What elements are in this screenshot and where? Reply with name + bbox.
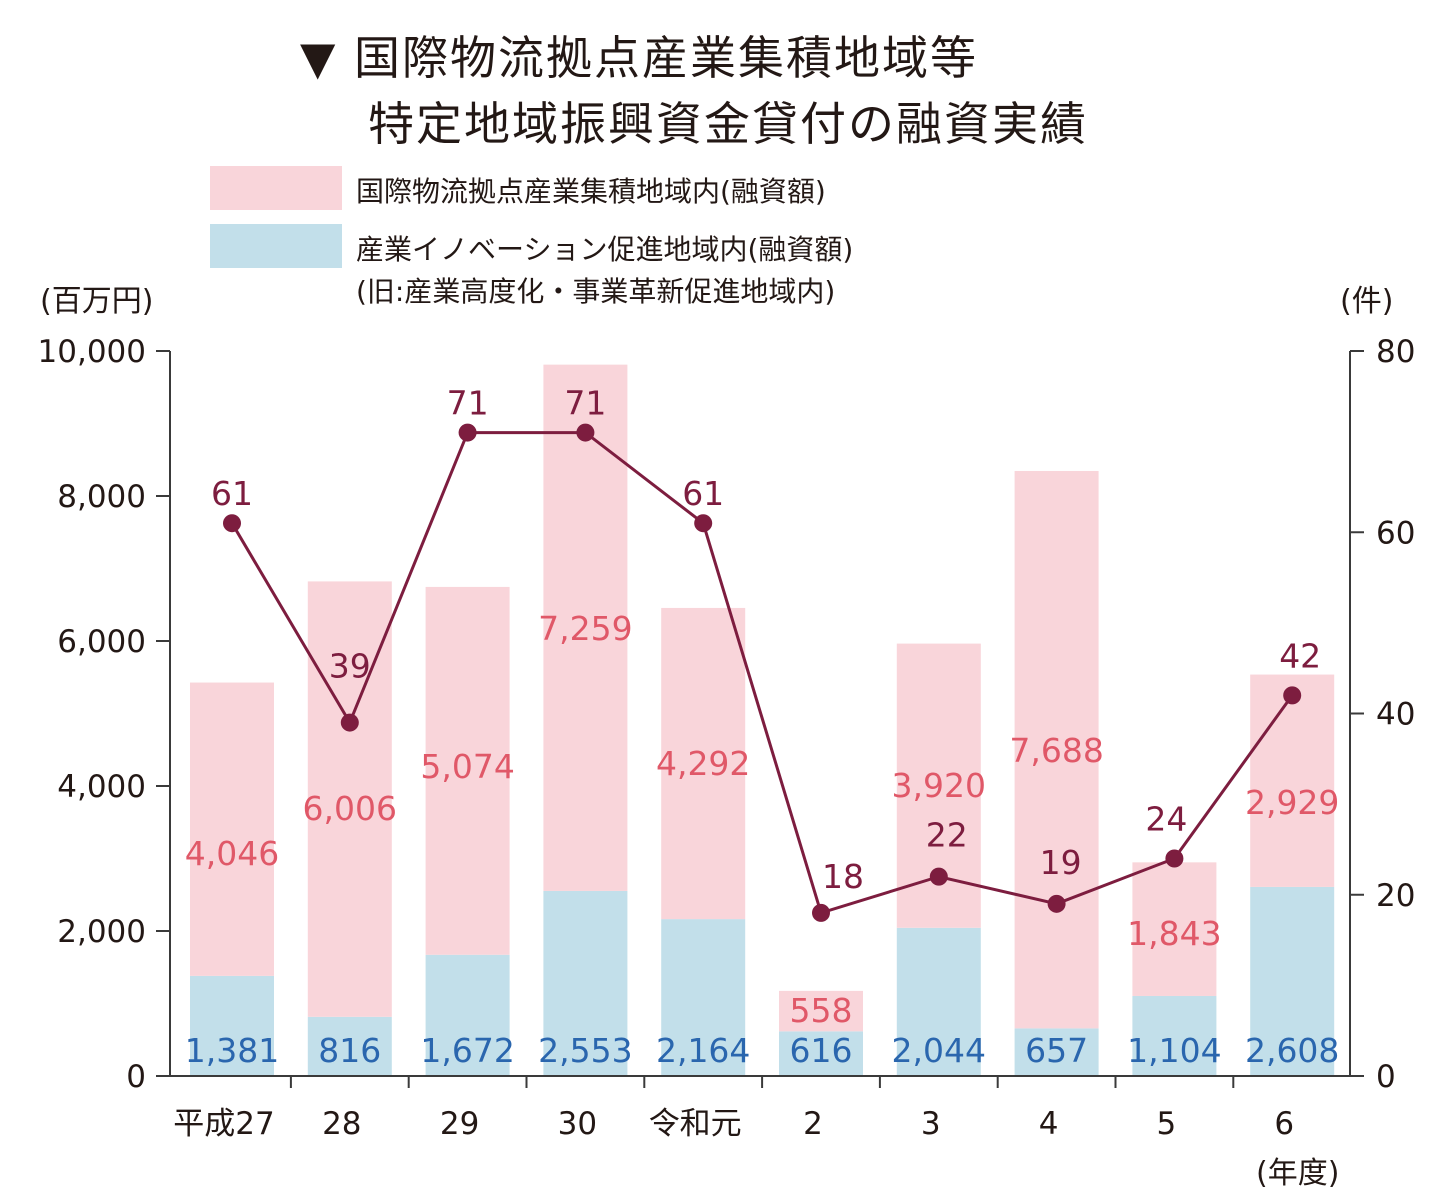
bar-pink-9 [1250, 674, 1335, 887]
blue-value-label: 1,672 [420, 1031, 514, 1070]
count-point-4 [694, 514, 713, 533]
bar-pink-7 [1014, 470, 1099, 1029]
legend-swatch-blue [210, 224, 342, 268]
right-tick-label: 40 [1376, 697, 1415, 733]
left-tick-label: 8,000 [57, 479, 146, 515]
x-tick-label: 2 [803, 1106, 823, 1142]
bar-pink-2 [425, 586, 510, 955]
right-tick-label: 60 [1376, 515, 1415, 551]
count-point-0 [223, 514, 241, 533]
blue-value-label: 816 [318, 1031, 381, 1070]
bar-blue-2 [425, 954, 510, 1076]
x-tick-label: 平成27 [173, 1106, 274, 1142]
chart-title-line-1: ▼ 国際物流拠点産業集積地域等 [300, 31, 978, 85]
count-point-6 [929, 867, 948, 886]
count-point-5 [812, 903, 830, 922]
axes-layer [156, 350, 1364, 1088]
count-line-layer [223, 423, 1302, 922]
left-tick-label: 6,000 [57, 624, 146, 660]
blue-value-label: 2,608 [1245, 1031, 1339, 1070]
count-value-label: 61 [682, 474, 724, 513]
right-axis-unit: (件) [1340, 284, 1394, 319]
pink-value-label: 3,920 [892, 766, 986, 805]
blue-value-label: 2,553 [538, 1031, 632, 1070]
count-value-label: 42 [1279, 636, 1321, 675]
pink-value-label: 4,046 [185, 834, 279, 873]
bar-blue-4 [661, 919, 746, 1076]
pink-value-label: 558 [790, 991, 853, 1030]
bar-blue-8 [1132, 995, 1217, 1076]
blue-value-label: 1,381 [185, 1031, 279, 1070]
pink-value-label: 5,074 [420, 747, 514, 786]
blue-value-label: 2,164 [656, 1031, 750, 1070]
bar-pink-0 [190, 682, 274, 976]
x-tick-label: 3 [921, 1106, 941, 1142]
count-point-7 [1047, 894, 1066, 913]
count-series-line [230, 431, 1294, 915]
right-tick-label: 80 [1376, 334, 1415, 370]
count-value-label: 71 [564, 384, 606, 423]
labels-layer: 0 2,000 4,000 6,000 8,000 10,000 0 20 40 60 80 平成27… [38, 334, 1416, 1142]
pink-value-label: 7,688 [1009, 731, 1103, 770]
bar-blue-0 [190, 975, 274, 1076]
x-tick-label: 28 [322, 1106, 361, 1142]
legend-label-blue-line-1: 産業イノベーション促進地域内(融資額) [356, 233, 854, 266]
bar-blue-6 [896, 927, 981, 1076]
left-tick-label: 2,000 [57, 914, 146, 950]
x-tick-label: 4 [1039, 1106, 1059, 1142]
count-point-8 [1165, 849, 1184, 868]
bar-blue-7 [1014, 1028, 1099, 1076]
blue-value-label: 1,104 [1127, 1031, 1221, 1070]
x-tick-label: 令和元 [649, 1106, 742, 1142]
legend-label-pink: 国際物流拠点産業集積地域内(融資額) [356, 175, 826, 208]
bar-pink-5 [779, 990, 863, 1032]
x-tick-label: 29 [440, 1106, 479, 1142]
left-tick-label: 4,000 [57, 769, 146, 805]
count-value-label: 19 [1040, 843, 1082, 882]
left-tick-label: 0 [126, 1059, 146, 1095]
right-tick-label: 20 [1376, 878, 1415, 914]
right-tick-label: 0 [1376, 1059, 1396, 1095]
count-point-9 [1283, 686, 1302, 705]
x-axis-unit: (年度) [1256, 1156, 1340, 1191]
pink-value-label: 7,259 [538, 609, 632, 648]
count-value-label: 61 [211, 474, 253, 513]
count-point-1 [340, 713, 359, 732]
count-value-label: 22 [926, 816, 968, 855]
count-value-label: 39 [329, 647, 371, 686]
bar-blue-1 [307, 1016, 392, 1076]
bars-layer [190, 364, 1335, 1076]
pink-value-label: 4,292 [656, 744, 750, 783]
count-value-label: 18 [822, 857, 864, 896]
count-point-2 [458, 423, 477, 442]
blue-value-label: 2,044 [892, 1031, 986, 1070]
blue-value-label: 657 [1025, 1031, 1088, 1070]
left-tick-label: 10,000 [38, 334, 146, 370]
legend-label-blue-line-2: (旧:産業高度化・事業革新促進地域内) [356, 275, 836, 308]
chart-title-line-2: 特定地域振興資金貸付の融資実績 [368, 97, 1088, 151]
bar-blue-5 [779, 1031, 863, 1076]
pink-value-label: 1,843 [1127, 914, 1221, 953]
x-tick-label: 30 [558, 1106, 597, 1142]
pink-value-label: 6,006 [303, 789, 397, 828]
blue-value-label: 616 [790, 1031, 853, 1070]
x-tick-label: 5 [1157, 1106, 1177, 1142]
left-axis-unit: (百万円) [40, 284, 154, 319]
bar-blue-3 [543, 890, 628, 1076]
x-tick-label: 6 [1274, 1106, 1294, 1142]
count-point-3 [576, 423, 595, 442]
count-value-label: 71 [447, 384, 489, 423]
pink-value-label: 2,929 [1245, 783, 1339, 822]
legend-swatch-pink [210, 166, 342, 210]
count-value-label: 24 [1145, 800, 1187, 839]
bar-pink-8 [1132, 862, 1217, 996]
bar-pink-4 [661, 607, 746, 920]
bar-blue-9 [1250, 886, 1335, 1076]
